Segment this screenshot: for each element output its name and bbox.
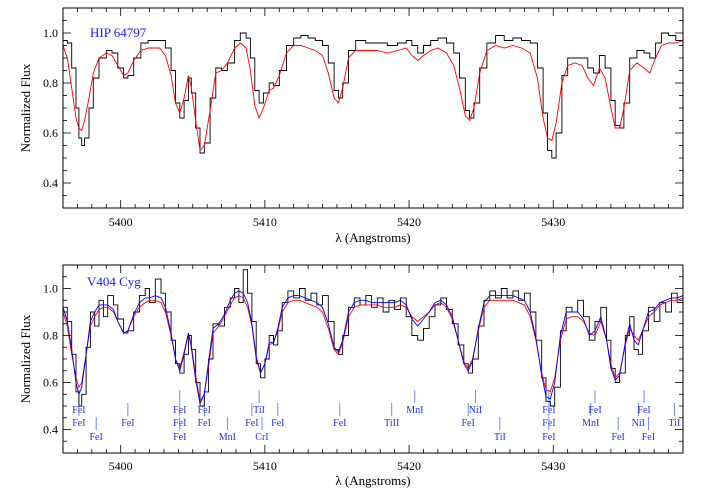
panel-2-line-id-label: FeI xyxy=(637,405,650,416)
panel-2-line-id-label: FeI xyxy=(588,405,601,416)
panel-1-plot-frame xyxy=(62,7,684,209)
panel-1-y-tick-label: 0.6 xyxy=(43,126,58,140)
panel-2-line-id-label: FeI xyxy=(542,432,555,443)
panel-1-x-tick-label: 5410 xyxy=(253,215,277,229)
panel-2-line-id-label: FeI xyxy=(461,418,474,429)
panel-2-line-id-label: TiII xyxy=(384,418,399,429)
panel-2-x-tick-label: 5410 xyxy=(253,459,277,473)
panel-2-line-id-label: FeI xyxy=(271,418,284,429)
panel-2-line-id-label: MnI xyxy=(219,432,236,443)
panel-1-y-tick-label: 0.8 xyxy=(43,76,58,90)
panel-2-line-id-label: FeI xyxy=(173,432,186,443)
panel-2-title: V404 Cyg xyxy=(87,274,141,289)
panel-2-line-id-label: FeI xyxy=(89,432,102,443)
panel-1-y-tick-label: 1.0 xyxy=(43,26,58,40)
panel-1-y-axis-label: Normalized Flux xyxy=(18,63,33,152)
panel-2-x-axis-label: λ (Angstroms) xyxy=(335,473,410,488)
panel-1-title: HIP 64797 xyxy=(90,25,147,40)
panel-2-x-tick-label: 5420 xyxy=(397,459,421,473)
panel-2-line-id-label: NiI xyxy=(632,418,645,429)
panel-2-line-id-label: FeI xyxy=(333,418,346,429)
panel-2-x-tick-label: 5430 xyxy=(541,459,565,473)
panel-2-line-id-label: TiI xyxy=(668,418,680,429)
panel-2-series-3 xyxy=(63,290,683,406)
panel-2-line-id-label: FeI xyxy=(611,432,624,443)
panel-1: 5400 5410 5420 5430 0.4 0.6 0.8 1.0 λ (Angstroms… xyxy=(18,7,684,245)
panel-2-y-tick-label: 1.0 xyxy=(43,282,58,296)
panel-1-x-tick-label: 5430 xyxy=(541,215,565,229)
panel-1-x-tick-label: 5420 xyxy=(397,215,421,229)
panel-2-line-id-label: CrI xyxy=(255,432,268,443)
panel-2-line-id-label: MnI xyxy=(406,405,423,416)
panel-2-line-id-label: FeI xyxy=(121,418,134,429)
panel-2: FeIFeIFeIFeIFeIFeIFeIFeIFeIMnITiIFeICrIF… xyxy=(18,264,684,488)
panel-2-line-id-label: FeI xyxy=(245,418,258,429)
panel-2-line-id-label: FeI xyxy=(198,418,211,429)
panel-2-line-id-label: NiI xyxy=(469,405,482,416)
panel-2-y-tick-label: 0.4 xyxy=(43,423,58,437)
panel-2-line-id-label: FeI xyxy=(642,432,655,443)
panel-1-series-1 xyxy=(63,32,683,159)
panel-2-line-id-label: FeI xyxy=(72,418,85,429)
panel-1-x-tick-label: 5400 xyxy=(109,215,133,229)
panel-2-y-tick-label: 0.6 xyxy=(43,376,58,390)
panel-1-y-tick-label: 0.4 xyxy=(43,176,58,190)
panel-2-line-id-label: TiI xyxy=(253,405,265,416)
panel-2-x-tick-label: 5400 xyxy=(109,459,133,473)
panel-2-line-id-label: TiI xyxy=(494,432,506,443)
panel-2-y-axis-label: Normalized Flux xyxy=(18,314,33,403)
panel-2-series-2 xyxy=(63,295,683,403)
panel-2-y-tick-label: 0.8 xyxy=(43,329,58,343)
panel-2-line-id-label: MnI xyxy=(582,418,599,429)
panel-1-series-2 xyxy=(63,40,683,152)
panel-1-x-axis-label: λ (Angstroms) xyxy=(335,230,410,245)
panel-2-series-1 xyxy=(63,269,683,407)
